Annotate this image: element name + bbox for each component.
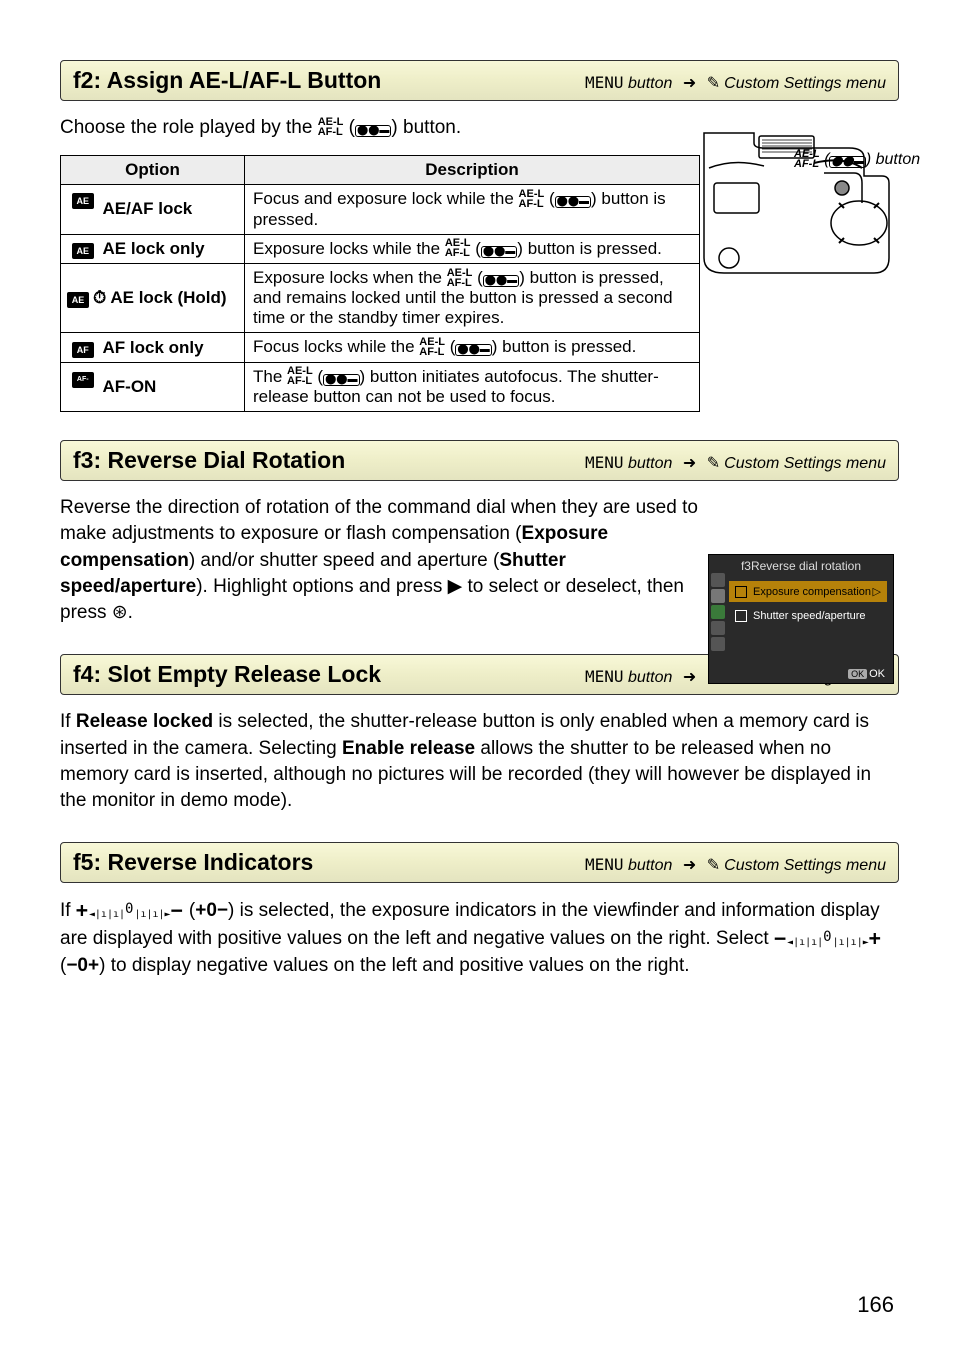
rec-icon: ⬤▬ xyxy=(829,156,865,168)
intro-b: button. xyxy=(398,117,461,138)
section-title-f5: f5: Reverse Indicators xyxy=(73,849,313,876)
row-desc: The AE-LAF-L (⬤▬) button initiates autof… xyxy=(245,362,700,411)
menu-label: MENU xyxy=(585,667,624,686)
row-icon: AF xyxy=(61,333,97,362)
pencil-icon xyxy=(707,455,724,472)
breadcrumb-f5: MENU button ➜ Custom Settings menu xyxy=(585,855,886,875)
rec-icon: ⬤▬ xyxy=(323,374,359,386)
row-label: AE/AF lock xyxy=(97,185,245,234)
table-row: AF AF lock only Focus locks while the AE… xyxy=(61,333,700,362)
breadcrumb-f3: MENU button ➜ Custom Settings menu xyxy=(585,453,886,473)
row-desc: Exposure locks while the AE-LAF-L (⬤▬) b… xyxy=(245,234,700,263)
screenshot-ok: OKOK xyxy=(848,668,885,680)
row-label: AF lock only xyxy=(97,333,245,362)
rec-icon: ⬤▬ xyxy=(455,344,491,356)
ael-icon: AE-LAF-L xyxy=(794,150,820,170)
camera-caption: AE-LAF-L (⬤▬) button xyxy=(754,150,954,170)
ael-icon: AE-LAF-L xyxy=(445,239,471,259)
breadcrumb-text: button xyxy=(628,455,672,472)
row-label: AF-ON xyxy=(97,362,245,411)
row-desc: Focus locks while the AE-LAF-L (⬤▬) butt… xyxy=(245,333,700,362)
ael-icon: AE-LAF-L xyxy=(287,367,313,387)
ael-icon: AE-LAF-L xyxy=(318,118,344,138)
breadcrumb-suffix: Custom Settings menu xyxy=(724,857,886,874)
pencil-icon xyxy=(707,857,724,874)
menu-screenshot: f3Reverse dial rotation Exposure compens… xyxy=(708,554,894,684)
screenshot-side-icons xyxy=(711,573,727,653)
f3-body: Reverse the direction of rotation of the… xyxy=(60,495,700,626)
page-number: 166 xyxy=(857,1292,894,1318)
menu-label: MENU xyxy=(585,453,624,472)
breadcrumb-text: button xyxy=(628,857,672,874)
caret-icon: ▷ xyxy=(873,585,881,598)
section-header-f3: f3: Reverse Dial Rotation MENU button ➜ … xyxy=(60,440,899,481)
section-title-f3: f3: Reverse Dial Rotation xyxy=(73,447,345,474)
indicator-minus-plus: −◄|ı|ı|0|ı|ı|►+ xyxy=(774,925,882,953)
row-desc: Exposure locks when the AE-LAF-L (⬤▬) bu… xyxy=(245,264,700,333)
screenshot-row: Shutter speed/aperture xyxy=(729,606,887,626)
table-row: AE AE lock only Exposure locks while the… xyxy=(61,234,700,263)
row-label: AE⏱ AE lock (Hold) xyxy=(61,264,245,333)
rec-icon: ⬤▬ xyxy=(555,196,591,208)
rec-icon: ⬤▬ xyxy=(481,246,517,258)
table-row: AE⏱ AE lock (Hold) Exposure locks when t… xyxy=(61,264,700,333)
ael-icon: AE-LAF-L xyxy=(419,338,445,358)
table-row: AEAF AE/AF lock Focus and exposure lock … xyxy=(61,185,700,234)
row-desc: Focus and exposure lock while the AE-LAF… xyxy=(245,185,700,234)
menu-label: MENU xyxy=(585,73,624,92)
breadcrumb-text: button xyxy=(628,75,672,92)
breadcrumb-suffix: Custom Settings menu xyxy=(724,75,886,92)
f5-body: If +◄|ı|ı|0|ı|ı|►− (+0−) is selected, th… xyxy=(60,897,899,979)
screenshot-title: f3Reverse dial rotation xyxy=(709,555,893,577)
indicator-plus-minus: +◄|ı|ı|0|ı|ı|►− xyxy=(76,897,184,925)
intro-a: Choose the role played by the xyxy=(60,117,318,138)
row-icon: AF-ON xyxy=(61,362,97,411)
pencil-icon xyxy=(707,75,724,92)
breadcrumb-f2: MENU button ➜ Custom Settings menu xyxy=(585,73,886,93)
table-row: AF-ON AF-ON The AE-LAF-L (⬤▬) button ini… xyxy=(61,362,700,411)
rec-icon: ⬤▬ xyxy=(483,275,519,287)
section-header-f2: f2: Assign AE-L/AF-L Button MENU button … xyxy=(60,60,899,101)
row-icon: AE xyxy=(61,234,97,263)
rec-icon: ⬤▬ xyxy=(355,125,391,137)
row-label: AE lock only xyxy=(97,234,245,263)
section-header-f5: f5: Reverse Indicators MENU button ➜ Cus… xyxy=(60,842,899,883)
menu-label: MENU xyxy=(585,855,624,874)
breadcrumb-suffix: Custom Settings menu xyxy=(724,455,886,472)
col-option: Option xyxy=(61,156,245,185)
screenshot-row-selected: Exposure compensation ▷ xyxy=(729,581,887,602)
row-icon: AEAF xyxy=(61,185,97,234)
ael-icon: AE-LAF-L xyxy=(519,190,545,210)
checkbox-icon xyxy=(735,586,747,598)
f4-body: If Release locked is selected, the shutt… xyxy=(60,709,899,814)
arrow-icon: ➜ xyxy=(683,669,696,686)
breadcrumb-text: button xyxy=(628,669,672,686)
section-title-f2: f2: Assign AE-L/AF-L Button xyxy=(73,67,381,94)
options-table: Option Description AEAF AE/AF lock Focus… xyxy=(60,155,700,412)
ael-icon: AE-LAF-L xyxy=(447,269,473,289)
arrow-icon: ➜ xyxy=(683,75,696,92)
section-title-f4: f4: Slot Empty Release Lock xyxy=(73,661,381,688)
col-desc: Description xyxy=(245,156,700,185)
arrow-icon: ➜ xyxy=(683,857,696,874)
arrow-icon: ➜ xyxy=(683,455,696,472)
checkbox-icon xyxy=(735,610,747,622)
